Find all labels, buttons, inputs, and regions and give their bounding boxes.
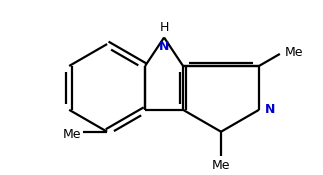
Text: Me: Me xyxy=(62,128,81,141)
Text: H: H xyxy=(159,21,169,34)
Text: Me: Me xyxy=(212,159,230,172)
Text: N: N xyxy=(265,103,276,116)
Text: N: N xyxy=(159,40,169,53)
Text: Me: Me xyxy=(284,46,303,59)
